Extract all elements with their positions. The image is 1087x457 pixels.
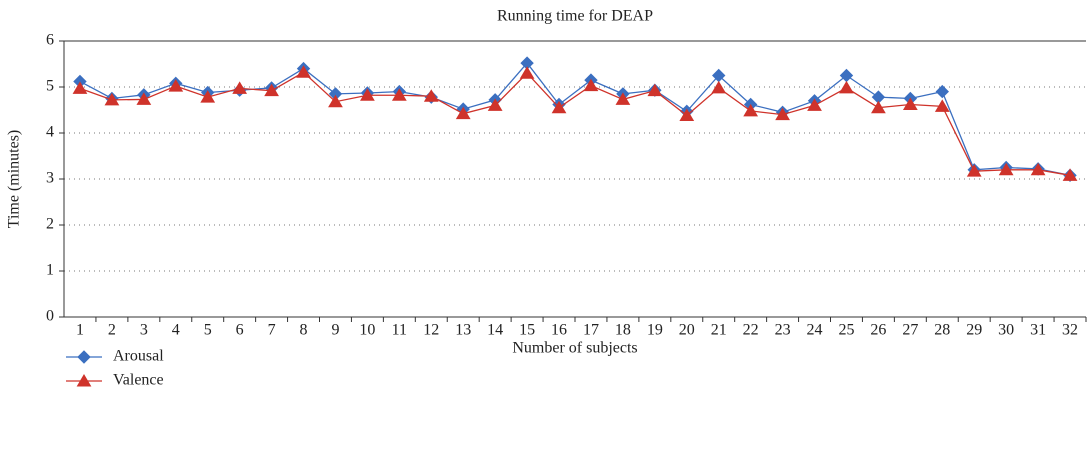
x-tick-label: 11: [392, 322, 407, 339]
x-tick-label: 19: [647, 322, 663, 339]
marker: [902, 97, 918, 110]
x-tick-label: 20: [679, 322, 695, 339]
x-tick-label: 32: [1062, 322, 1078, 339]
marker: [77, 350, 91, 364]
x-tick-label: 25: [838, 322, 854, 339]
x-tick-label: 21: [711, 322, 727, 339]
marker: [551, 100, 567, 114]
marker: [934, 99, 950, 112]
x-tick-label: 2: [108, 322, 116, 339]
marker: [76, 374, 92, 387]
marker: [871, 100, 886, 114]
marker: [72, 81, 88, 94]
x-axis-label: Number of subjects: [512, 340, 637, 357]
y-tick-label: 2: [46, 216, 54, 233]
x-tick-label: 1: [76, 322, 84, 339]
marker: [360, 88, 375, 101]
legend-label: Arousal: [113, 348, 164, 365]
y-tick-label: 6: [46, 32, 54, 49]
marker: [935, 84, 949, 99]
marker: [647, 83, 663, 97]
x-tick-label: 9: [331, 322, 339, 339]
x-tick-label: 18: [615, 322, 631, 339]
marker: [168, 79, 184, 92]
marker: [775, 107, 790, 121]
y-axis-label: Time (minutes): [6, 130, 23, 229]
x-tick-label: 23: [775, 322, 791, 339]
y-tick-label: 5: [46, 78, 54, 95]
marker: [1030, 162, 1046, 176]
y-tick-label: 4: [46, 124, 54, 141]
x-tick-label: 12: [423, 322, 439, 339]
marker: [136, 92, 152, 105]
x-tick-label: 5: [204, 322, 212, 339]
marker: [839, 80, 854, 94]
marker: [711, 80, 727, 94]
x-tick-label: 27: [902, 322, 918, 339]
marker: [296, 65, 311, 78]
marker: [455, 106, 471, 120]
y-tick-label: 0: [46, 308, 54, 325]
marker: [679, 108, 695, 122]
marker: [328, 94, 343, 108]
x-tick-label: 16: [551, 322, 567, 339]
marker: [264, 83, 279, 97]
x-tick-label: 3: [140, 322, 148, 339]
x-tick-label: 28: [934, 322, 950, 339]
series-line: [79, 71, 1071, 176]
marker: [519, 66, 535, 79]
x-tick-label: 29: [966, 322, 982, 339]
marker: [743, 103, 759, 117]
marker: [391, 88, 407, 101]
x-tick-label: 17: [583, 322, 599, 339]
marker: [998, 162, 1014, 176]
x-tick-label: 10: [359, 322, 375, 339]
x-tick-label: 24: [807, 322, 823, 339]
x-tick-label: 15: [519, 322, 535, 339]
y-tick-label: 3: [46, 170, 54, 187]
x-tick-label: 13: [455, 322, 471, 339]
marker: [423, 89, 439, 102]
marker: [615, 92, 631, 105]
marker: [583, 78, 599, 92]
x-tick-label: 26: [870, 322, 886, 339]
x-tick-label: 22: [743, 322, 759, 339]
x-tick-label: 7: [268, 322, 276, 339]
x-tick-label: 30: [998, 322, 1014, 339]
x-tick-label: 6: [236, 322, 244, 339]
x-tick-label: 8: [300, 322, 308, 339]
marker: [232, 81, 248, 94]
x-tick-label: 4: [172, 322, 180, 339]
marker: [839, 68, 854, 83]
chart-title: Running time for DEAP: [497, 8, 653, 25]
series-line: [79, 62, 1071, 176]
marker: [487, 98, 503, 111]
marker: [807, 98, 822, 111]
legend-label: Valence: [113, 372, 164, 389]
marker: [200, 90, 216, 103]
x-tick-label: 14: [487, 322, 503, 339]
marker: [104, 92, 120, 106]
y-tick-label: 1: [46, 262, 54, 279]
marker: [966, 164, 982, 177]
x-tick-label: 31: [1030, 322, 1046, 339]
marker: [1062, 168, 1078, 181]
